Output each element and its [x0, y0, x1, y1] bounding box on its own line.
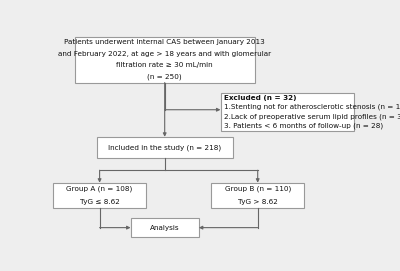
Text: and February 2022, at age > 18 years and with glomerular: and February 2022, at age > 18 years and…	[58, 51, 271, 57]
Text: TyG > 8.62: TyG > 8.62	[238, 199, 278, 205]
Text: TyG ≤ 8.62: TyG ≤ 8.62	[80, 199, 120, 205]
Text: Group A (n = 108): Group A (n = 108)	[66, 186, 133, 192]
Text: Excluded (n = 32): Excluded (n = 32)	[224, 95, 297, 101]
Text: 2.Lack of preoperative serum lipid profiles (n = 3): 2.Lack of preoperative serum lipid profi…	[224, 113, 400, 120]
Text: Included in the study (n = 218): Included in the study (n = 218)	[108, 144, 221, 150]
FancyBboxPatch shape	[96, 137, 233, 158]
Text: 3. Patients < 6 months of follow-up (n = 28): 3. Patients < 6 months of follow-up (n =…	[224, 123, 383, 129]
FancyBboxPatch shape	[220, 93, 354, 131]
FancyBboxPatch shape	[53, 183, 146, 208]
Text: Analysis: Analysis	[150, 225, 180, 231]
Text: Patients underwent internal CAS between January 2013: Patients underwent internal CAS between …	[64, 40, 265, 46]
Text: Group B (n = 110): Group B (n = 110)	[224, 186, 291, 192]
FancyBboxPatch shape	[211, 183, 304, 208]
Text: 1.Stenting not for atherosclerotic stenosis (n = 1): 1.Stenting not for atherosclerotic steno…	[224, 104, 400, 110]
FancyBboxPatch shape	[75, 37, 254, 83]
Text: filtration rate ≥ 30 mL/min: filtration rate ≥ 30 mL/min	[116, 62, 213, 68]
Text: (n = 250): (n = 250)	[147, 74, 182, 80]
FancyBboxPatch shape	[131, 218, 199, 237]
